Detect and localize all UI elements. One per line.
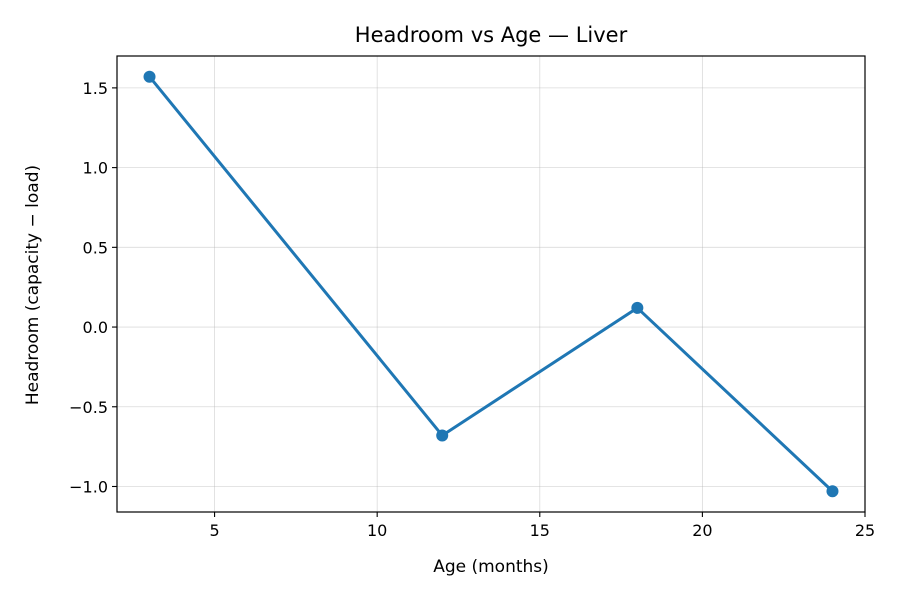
axis-ticks: 5 10 15 20 25 −1.0 −0.5 0.0 0.5 1.0 1.5 [69,79,875,540]
plot-frame [116,55,866,513]
x-axis-label: Age (months) [433,557,549,577]
y-tick-label: 1.0 [83,159,108,178]
x-tick-label: 5 [209,521,219,540]
y-tick-label: 0.0 [83,318,108,337]
x-tick-label: 10 [367,521,387,540]
x-tick-label: 15 [530,521,550,540]
data-point [826,485,839,498]
x-tick-label: 25 [855,521,875,540]
y-axis-label: Headroom (capacity − load) [23,165,43,405]
data-point [436,429,449,442]
y-tick-label: −1.0 [69,477,108,496]
chart-title: Headroom vs Age — Liver [355,23,628,47]
x-tick-label: 20 [692,521,712,540]
data-point [631,301,644,314]
data-point [143,70,156,83]
series-line [148,75,834,493]
data-series [143,70,839,498]
y-tick-label: 0.5 [83,238,108,257]
y-tick-label: 1.5 [83,79,108,98]
y-tick-label: −0.5 [69,398,108,417]
